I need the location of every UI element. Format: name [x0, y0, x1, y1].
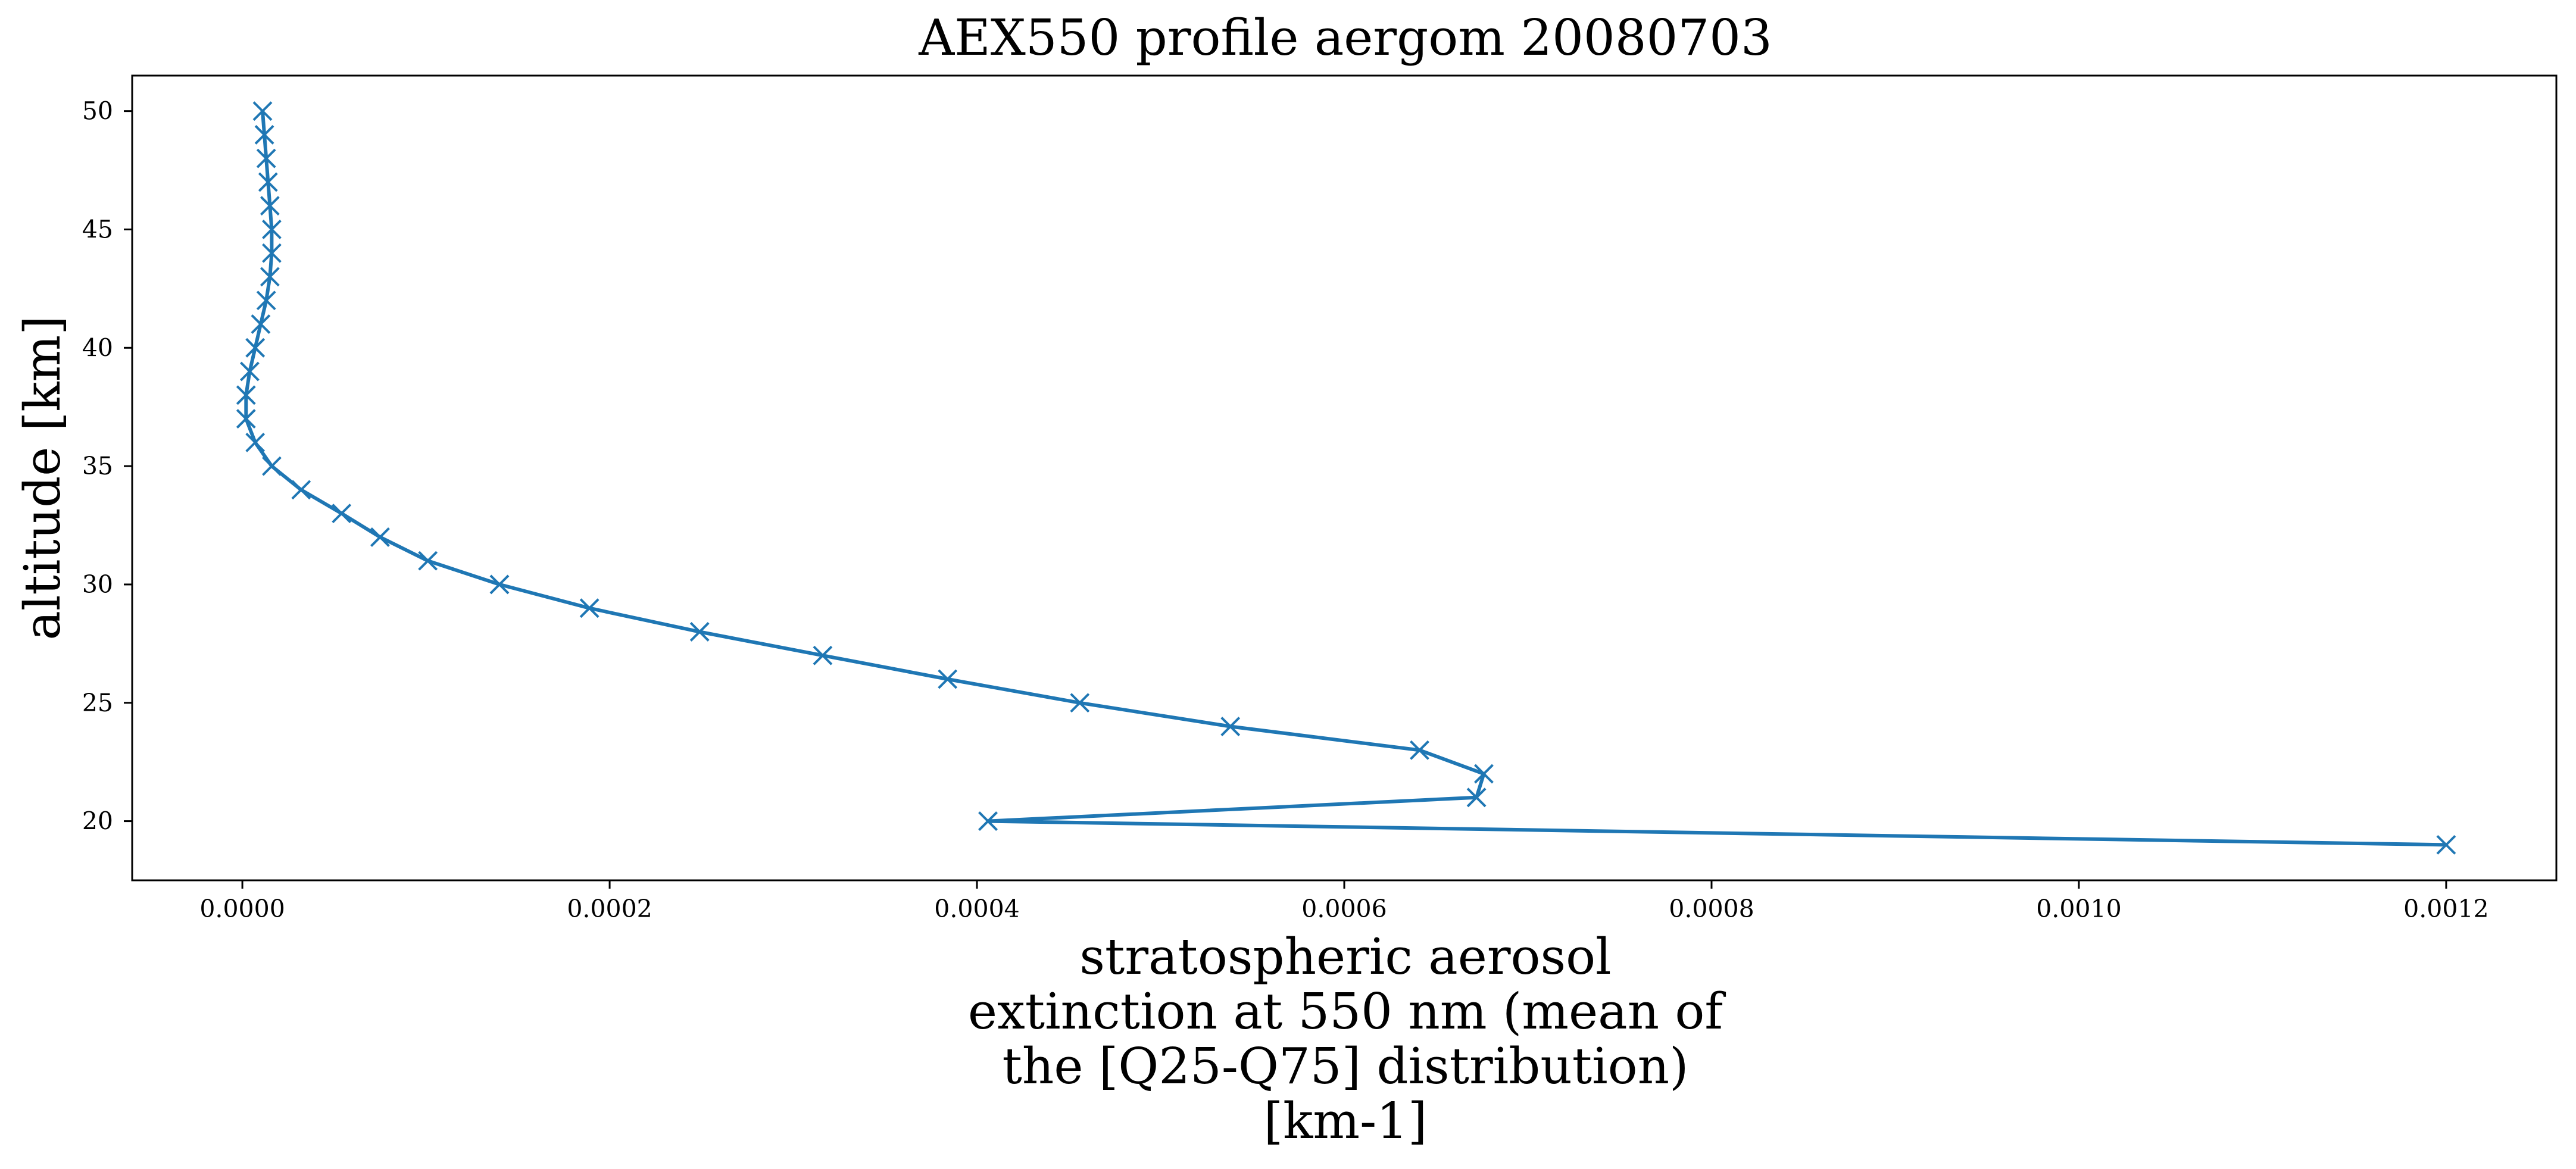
data-point-marker — [258, 172, 278, 192]
y-axis-label: altitude [km] — [14, 315, 71, 640]
data-point-marker — [262, 243, 282, 263]
data-point-marker — [813, 645, 833, 665]
data-point-marker — [579, 598, 599, 618]
y-axis-ticks: 20 25 30 35 40 45 50 — [82, 97, 132, 836]
x-axis-label-line: [km-1] — [1264, 1092, 1428, 1150]
series-line — [244, 111, 2446, 847]
data-point-marker — [251, 314, 271, 334]
y-tick-label: 50 — [82, 97, 113, 126]
data-point-marker — [689, 622, 710, 642]
data-point-marker — [260, 267, 280, 287]
x-axis-label-line: the [Q25-Q75] distribution) — [1003, 1037, 1689, 1095]
x-axis-ticks: 0.0000 0.0002 0.0004 0.0006 0.0008 0.0010 0.00… — [199, 880, 2489, 923]
data-point-marker — [1220, 717, 1241, 736]
x-tick-label: 0.0010 — [2036, 895, 2121, 923]
data-point-marker — [236, 409, 256, 429]
x-tick-label: 0.0012 — [2403, 895, 2488, 923]
data-point-marker — [256, 148, 276, 168]
data-point-marker — [245, 337, 266, 358]
data-point-marker — [332, 504, 352, 524]
x-axis-label-line: stratospheric aerosol — [1079, 928, 1611, 986]
plot-area — [131, 74, 2558, 882]
y-tick-label: 45 — [82, 215, 113, 243]
data-point-marker — [236, 385, 256, 405]
y-tick-label: 40 — [82, 333, 113, 362]
data-point-marker — [1474, 764, 1494, 784]
data-point-marker — [1070, 693, 1090, 713]
data-point-marker — [260, 196, 280, 216]
data-point-marker — [1466, 787, 1487, 808]
data-point-marker — [978, 811, 998, 832]
x-tick-label: 0.0000 — [199, 895, 285, 923]
data-point-marker — [1410, 740, 1429, 760]
y-tick-label: 30 — [82, 570, 113, 599]
data-point-marker — [2436, 834, 2456, 855]
data-point-marker — [418, 551, 438, 571]
x-tick-label: 0.0008 — [1669, 895, 1754, 923]
x-tick-label: 0.0004 — [934, 895, 1019, 923]
data-point-marker — [938, 669, 958, 689]
y-tick-label: 35 — [82, 452, 113, 480]
y-tick-label: 20 — [82, 807, 113, 836]
axes-frame — [131, 74, 2558, 882]
data-point-marker — [262, 456, 282, 476]
data-series — [236, 101, 2456, 855]
data-point-marker — [252, 101, 273, 121]
x-tick-label: 0.0006 — [1301, 895, 1387, 923]
data-point-marker — [370, 527, 390, 547]
data-point-marker — [245, 432, 266, 452]
data-point-marker — [254, 124, 274, 145]
data-point-marker — [262, 220, 282, 239]
data-point-marker — [291, 480, 311, 500]
data-point-marker — [256, 290, 276, 311]
y-tick-label: 25 — [82, 689, 113, 717]
x-axis-label-line: extinction at 550 nm (mean of — [968, 983, 1726, 1040]
chart-title: AEX550 profile aergom 20080703 — [918, 9, 1772, 67]
data-point-marker — [489, 574, 510, 595]
x-tick-label: 0.0002 — [567, 895, 652, 923]
data-point-marker — [240, 361, 260, 382]
